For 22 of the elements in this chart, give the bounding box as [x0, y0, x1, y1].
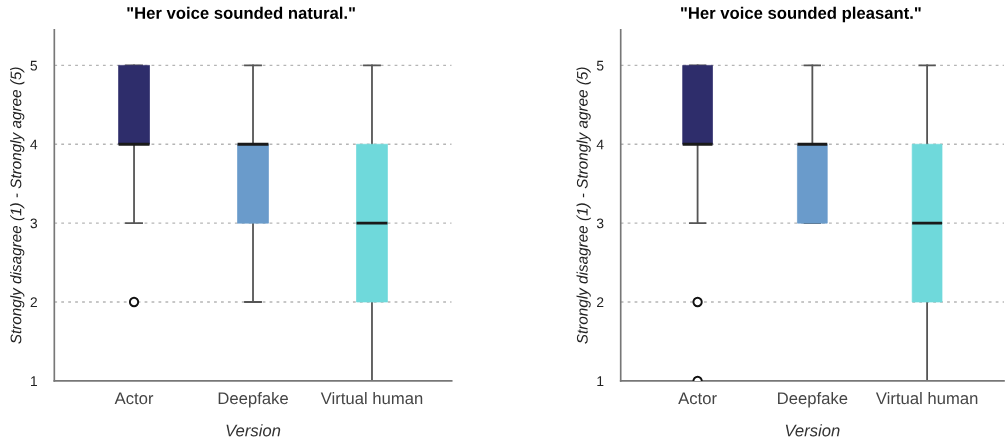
y-tick-label: 2	[597, 297, 604, 308]
y-tick-label: 3	[30, 218, 38, 229]
y-tick-label: 4	[30, 139, 38, 150]
y-tick-label: 5	[30, 60, 38, 71]
x-axis-title: Version	[226, 424, 281, 437]
x-tick-label: Actor	[678, 392, 717, 405]
x-tick-label: Virtual human	[320, 392, 423, 405]
y-tick-label: 1	[30, 376, 37, 386]
x-tick-label: Deepfake	[778, 392, 848, 408]
chart-title: "Her voice sounded pleasant."	[681, 6, 921, 23]
y-tick-label: 1	[597, 376, 604, 386]
y-tick-label: 2	[30, 297, 37, 308]
y-tick-label: 3	[596, 218, 604, 229]
y-axis-title: Strongly disagree (1) - Strongly agree (5)	[10, 67, 25, 344]
y-tick-label: 4	[596, 139, 604, 150]
x-axis-title: Version	[785, 424, 840, 437]
x-tick-label: Deepfake	[218, 392, 288, 408]
x-tick-label: Virtual human	[875, 392, 978, 405]
chart-title: "Her voice sounded natural."	[127, 6, 355, 19]
y-tick-label: 5	[596, 60, 604, 71]
x-tick-label: Actor	[114, 392, 154, 405]
y-axis-title: Strongly disagree (1) - Strongly agree (5)	[576, 67, 591, 344]
